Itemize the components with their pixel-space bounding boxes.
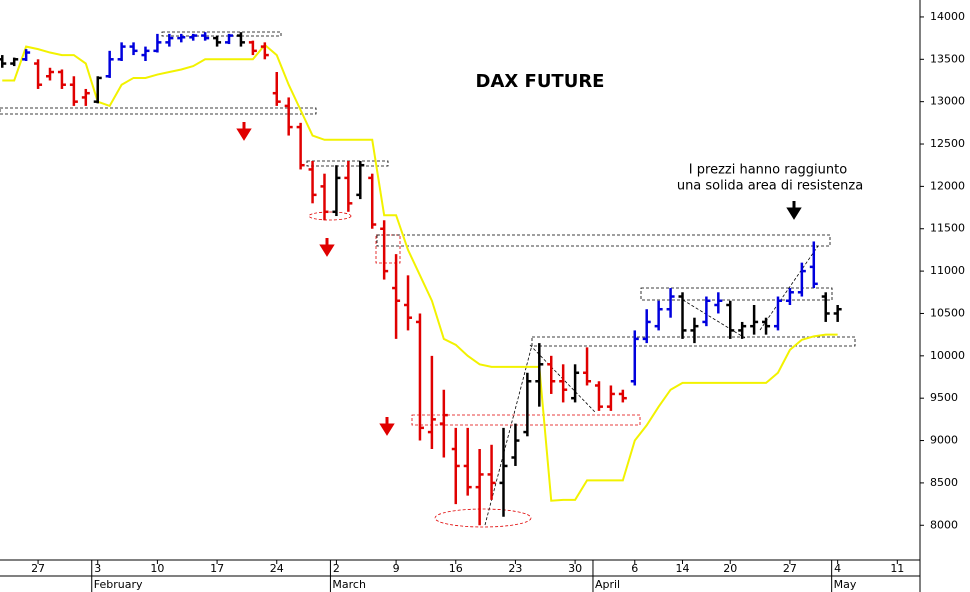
- x-tick-label: 2: [333, 562, 340, 575]
- x-tick-label: 10: [150, 562, 164, 575]
- x-tick-label: 11: [890, 562, 904, 575]
- zone: [161, 31, 282, 37]
- chart-title: DAX FUTURE: [476, 71, 605, 92]
- arrow: [379, 417, 395, 436]
- trailing-line: [2, 43, 838, 502]
- y-tick-label: 13000: [930, 95, 965, 108]
- x-tick-label: 3: [94, 562, 101, 575]
- month-label: April: [595, 578, 620, 591]
- y-tick-label: 9000: [930, 434, 958, 447]
- arrow: [319, 238, 335, 257]
- arrows: [236, 122, 802, 436]
- annotation: I prezzi hanno raggiunto: [689, 163, 847, 178]
- x-tick-label: 16: [449, 562, 463, 575]
- month-label: February: [94, 578, 143, 591]
- x-tick-label: 9: [393, 562, 400, 575]
- month-label: May: [834, 578, 857, 591]
- annotation: una solida area di resistenza: [677, 179, 863, 194]
- y-tick-label: 12500: [930, 137, 965, 150]
- x-tick-label: 24: [270, 562, 284, 575]
- x-tick-label: 6: [631, 562, 638, 575]
- zone: [411, 414, 641, 426]
- y-tick-label: 10000: [930, 349, 965, 362]
- zone: [434, 508, 532, 528]
- month-label: March: [332, 578, 366, 591]
- x-tick-label: 27: [783, 562, 797, 575]
- x-tick-label: 30: [568, 562, 582, 575]
- x-tick-label: 27: [31, 562, 45, 575]
- x-tick-label: 23: [508, 562, 522, 575]
- zone: [308, 211, 352, 221]
- zone: [376, 234, 831, 247]
- zone: [640, 287, 833, 301]
- arrow: [236, 122, 252, 141]
- y-tick-label: 9500: [930, 391, 958, 404]
- y-tick-label: 8000: [930, 518, 958, 531]
- y-tick-label: 12000: [930, 179, 965, 192]
- y-tick-label: 8500: [930, 476, 958, 489]
- y-tick-label: 13500: [930, 52, 965, 65]
- x-tick-label: 17: [210, 562, 224, 575]
- x-tick-label: 4: [834, 562, 841, 575]
- plot-area: [0, 0, 920, 560]
- zone: [0, 107, 317, 115]
- y-tick-label: 11000: [930, 264, 965, 277]
- x-tick-label: 14: [676, 562, 690, 575]
- x-tick-label: 20: [723, 562, 737, 575]
- y-tick-label: 14000: [930, 10, 965, 23]
- arrow: [786, 201, 802, 220]
- y-tick-label: 11500: [930, 222, 965, 235]
- y-tick-label: 10500: [930, 306, 965, 319]
